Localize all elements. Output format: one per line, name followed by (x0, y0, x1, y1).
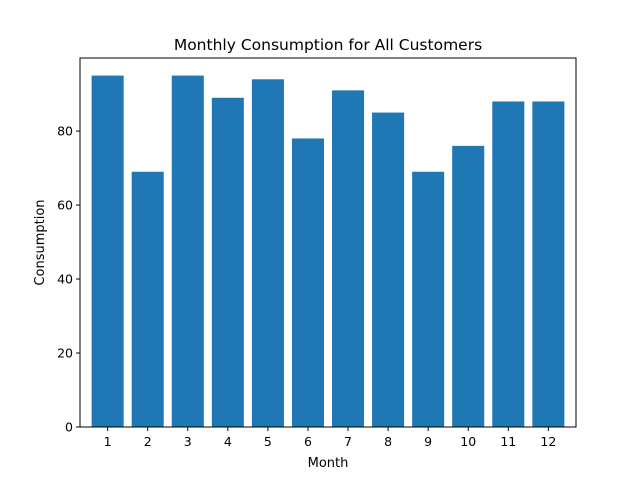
y-tick-label: 80 (57, 124, 73, 139)
bar-month-11 (492, 101, 525, 427)
x-tick-label: 10 (460, 434, 476, 449)
bar-month-7 (332, 90, 365, 428)
x-tick-label: 5 (264, 434, 272, 449)
bar-month-10 (452, 145, 485, 428)
x-tick-label: 6 (304, 434, 312, 449)
x-tick-label: 7 (344, 434, 352, 449)
y-tick-label: 40 (57, 272, 73, 287)
x-tick-label: 8 (384, 434, 392, 449)
bar-month-6 (291, 138, 324, 427)
bar-month-2 (131, 171, 164, 427)
x-tick-label: 2 (144, 434, 152, 449)
y-tick-label: 0 (65, 420, 73, 435)
plot-frame (79, 57, 577, 428)
bar-month-5 (251, 79, 284, 428)
bar-month-3 (171, 75, 204, 427)
x-axis-ticks: 1 2 3 4 5 6 7 8 9 10 11 12 (104, 427, 556, 449)
bar-month-1 (91, 75, 124, 427)
x-tick-label: 9 (424, 434, 432, 449)
chart-title: Monthly Consumption for All Customers (174, 36, 482, 54)
bar-month-4 (211, 97, 244, 428)
x-tick-label: 4 (224, 434, 232, 449)
x-tick-label: 1 (104, 434, 112, 449)
x-tick-label: 11 (500, 434, 516, 449)
x-axis-label: Month (308, 456, 349, 471)
bar-month-8 (372, 112, 405, 427)
y-tick-label: 20 (57, 346, 73, 361)
y-axis-ticks: 0 20 40 60 80 (57, 124, 80, 435)
bars-group (91, 75, 565, 428)
x-tick-label: 3 (184, 434, 192, 449)
y-tick-label: 60 (57, 198, 73, 213)
y-axis-label: Consumption (33, 199, 48, 285)
bar-month-9 (412, 171, 445, 427)
bar-month-12 (532, 101, 565, 427)
x-tick-label: 12 (540, 434, 556, 449)
